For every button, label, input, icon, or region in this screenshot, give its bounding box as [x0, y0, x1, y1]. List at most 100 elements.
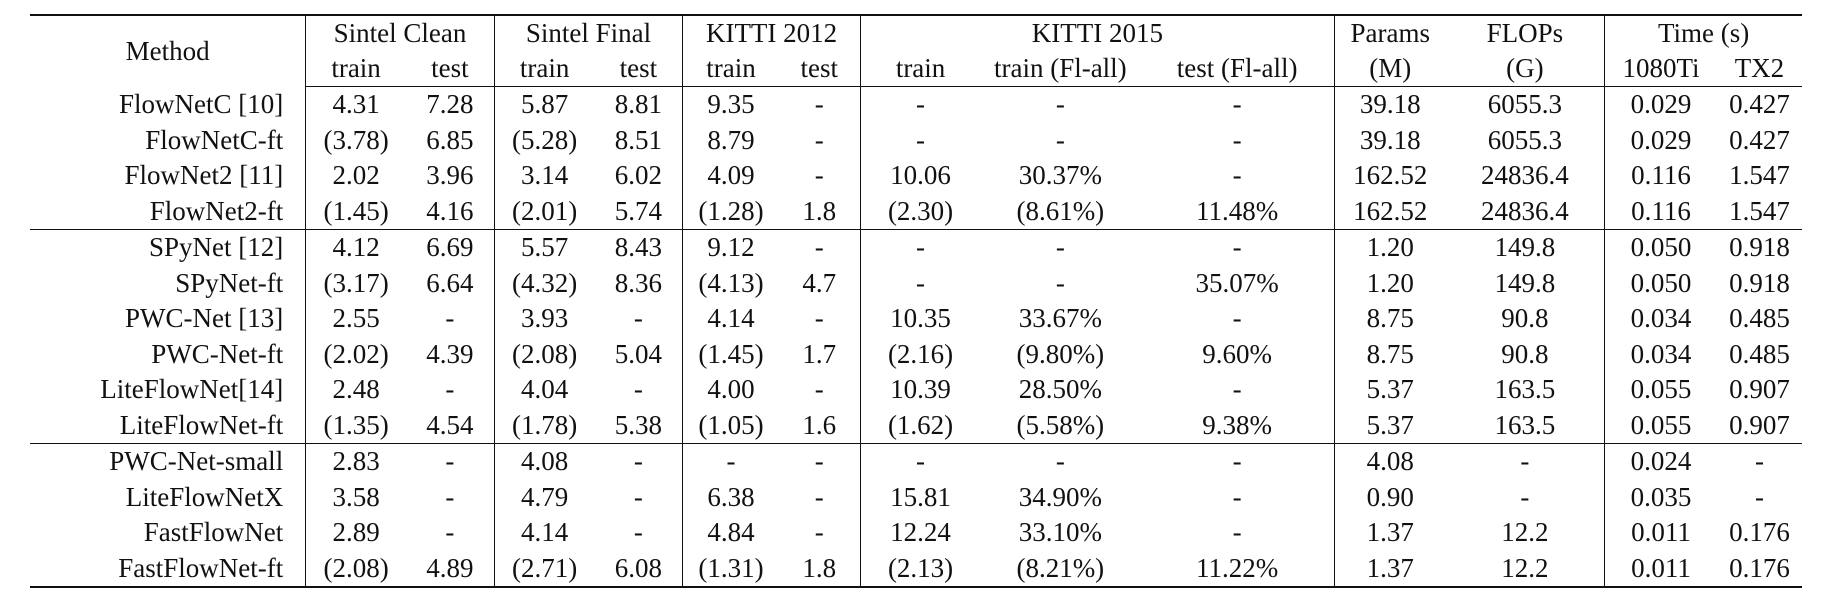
- kitti2015-train-cell: 10.35: [890, 303, 951, 334]
- kitti2012-test-cell: -: [778, 479, 861, 515]
- kitti2015-test-flall-cell: -: [1140, 229, 1335, 266]
- sintel-final-test-cell: 5.04: [594, 336, 684, 372]
- kitti2015-test-flall-cell: 11.22%: [1140, 550, 1335, 588]
- kitti2012-train-cell: (4.13): [698, 267, 764, 298]
- table-row: LiteFlowNet-ft (1.35) 4.54 (1.78) 5.38 (1.05)…: [30, 407, 1802, 444]
- time-tx2-cell: 0.918: [1729, 267, 1790, 298]
- kitti2015-test-flall-cell: 11.48%: [1140, 193, 1335, 230]
- header-row-subcolumns: train test train test train test train t…: [30, 51, 1802, 87]
- method-header: Method: [30, 14, 307, 87]
- flops-cell: 24836.4: [1445, 158, 1606, 194]
- kitti2015-train-flall-header: train (Fl-all): [980, 51, 1141, 87]
- time-1080ti-cell: 0.011: [1631, 517, 1691, 548]
- kitti2012-train-cell: 4.09: [707, 160, 755, 191]
- kitti2015-train-flall-cell: (5.58%): [1016, 409, 1105, 440]
- sintel-final-test-header: test: [594, 51, 684, 87]
- time-tx2-cell: 0.427: [1729, 89, 1790, 120]
- method-cell: LiteFlowNetX: [30, 479, 307, 515]
- time-tx2-cell: 0.176: [1716, 550, 1802, 588]
- kitti2012-train-cell: 4.00: [707, 374, 755, 405]
- table-row: FlowNet2-ft (1.45) 4.16 (2.01) 5.74 (1.28) 1.8…: [30, 193, 1802, 230]
- method-cell: FastFlowNet-ft: [30, 550, 307, 588]
- sintel-final-test-cell: 8.81: [594, 86, 684, 123]
- sintel-clean-train-cell: 2.02: [332, 160, 380, 191]
- sintel-clean-train-cell: 2.55: [332, 303, 380, 334]
- kitti2012-train-header: train: [682, 51, 779, 87]
- sintel-final-train-cell: (4.32): [511, 267, 578, 298]
- sintel-clean-test-cell: 7.28: [405, 86, 495, 123]
- flops-cell: 163.5: [1445, 407, 1606, 444]
- kitti2012-train-cell: (1.45): [698, 338, 764, 369]
- time-tx2-cell: -: [1716, 443, 1802, 480]
- params-cell: 1.37: [1334, 550, 1446, 588]
- kitti2012-test-cell: 4.7: [778, 265, 861, 301]
- sintel-final-header: Sintel Final: [494, 14, 684, 51]
- time-tx2-cell: -: [1754, 481, 1764, 512]
- time-1080ti-cell: 0.055: [1630, 374, 1692, 405]
- table-row: FlowNet2 [11] 2.02 3.96 3.14 6.02 4.09-10.06 3…: [30, 158, 1802, 194]
- kitti2015-train-flall-cell: 30.37%: [1018, 160, 1102, 191]
- method-cell: SPyNet-ft: [30, 265, 307, 301]
- flops-cell: -: [1445, 479, 1606, 515]
- sintel-final-test-cell: -: [594, 372, 684, 408]
- kitti2015-train-flall-cell: (8.61%): [1016, 195, 1105, 226]
- table-body: FlowNetC [10] 4.31 7.28 5.87 8.81 9.35- - - -39.…: [30, 86, 1802, 588]
- method-cell: LiteFlowNet[14]: [30, 372, 307, 408]
- sintel-final-train-cell: 4.14: [520, 517, 569, 548]
- kitti2012-train-cell: 4.84: [707, 517, 755, 548]
- kitti2015-test-flall-cell: -: [1140, 158, 1335, 194]
- method-cell: SPyNet [12]: [30, 229, 307, 266]
- sintel-clean-test-cell: -: [405, 515, 495, 551]
- method-cell: FlowNet2-ft: [30, 193, 307, 230]
- sintel-final-test-cell: 6.08: [594, 550, 684, 588]
- params-cell: 1.37: [1366, 517, 1414, 548]
- kitti2015-test-flall-cell: -: [1140, 301, 1335, 337]
- table-row: SPyNet-ft (3.17) 6.64 (4.32) 8.36 (4.13) 4.7 - -…: [30, 265, 1802, 301]
- params-cell: 8.75: [1366, 303, 1414, 334]
- sintel-final-train-cell: (2.01): [511, 195, 578, 226]
- method-cell: FlowNet2 [11]: [30, 158, 307, 194]
- table-row: FlowNetC-ft (3.78) 6.85 (5.28) 8.51 8.79- - - -3…: [30, 122, 1802, 158]
- sintel-clean-test-cell: -: [405, 443, 495, 480]
- results-table: Method Sintel Clean Sintel Final KITTI 2…: [30, 14, 1802, 588]
- kitti2015-train-flall-cell: (8.21%): [980, 550, 1141, 588]
- params-cell: 8.75: [1366, 338, 1414, 369]
- kitti2012-train-cell: 8.79: [707, 124, 755, 155]
- results-table-container: Method Sintel Clean Sintel Final KITTI 2…: [30, 14, 1802, 588]
- kitti2015-test-flall-cell: -: [1140, 479, 1335, 515]
- params-cell: 1.20: [1334, 229, 1446, 266]
- kitti2012-test-cell: 1.8: [778, 550, 861, 588]
- time-1080ti-cell: 0.116: [1631, 160, 1691, 191]
- kitti2012-test-cell: -: [778, 229, 861, 266]
- sintel-clean-test-cell: 6.69: [405, 229, 495, 266]
- params-cell: 39.18: [1359, 124, 1421, 155]
- kitti2015-train-cell: (1.62): [887, 409, 954, 440]
- time-1080ti-cell: 0.034: [1630, 338, 1692, 369]
- params-header: Params: [1334, 14, 1446, 51]
- kitti2015-train-flall-cell: -: [980, 229, 1141, 266]
- time-1080ti-header: 1080Ti: [1604, 51, 1717, 87]
- sintel-final-test-cell: 6.02: [594, 158, 684, 194]
- kitti2012-test-cell: -: [778, 372, 861, 408]
- kitti2012-header: KITTI 2012: [682, 14, 861, 51]
- sintel-final-train-cell: (1.78): [511, 409, 578, 440]
- sintel-clean-test-header: test: [405, 51, 495, 87]
- kitti2015-test-flall-cell: -: [1140, 443, 1335, 480]
- kitti2015-test-flall-cell: -: [1140, 122, 1335, 158]
- kitti2012-train-cell: 4.14: [707, 303, 755, 334]
- flops-cell: 163.5: [1445, 372, 1606, 408]
- sintel-clean-test-cell: 6.85: [405, 122, 495, 158]
- params-cell: 162.52: [1353, 195, 1428, 226]
- kitti2015-test-flall-cell: 35.07%: [1140, 265, 1335, 301]
- table-row: SPyNet [12] 4.12 6.69 5.57 8.43 9.12- - - -1.20 1…: [30, 229, 1802, 266]
- params-unit-header: (M): [1334, 51, 1446, 87]
- method-cell: FastFlowNet: [30, 515, 307, 551]
- table-row: FastFlowNet-ft (2.08) 4.89 (2.71) 6.08 (1.31)…: [30, 550, 1802, 588]
- sintel-clean-train-cell: (3.78): [323, 124, 389, 155]
- kitti2012-test-cell: 1.7: [778, 336, 861, 372]
- kitti2012-test-cell: -: [778, 443, 861, 480]
- method-cell: FlowNetC-ft: [30, 122, 307, 158]
- time-tx2-cell: 1.547: [1729, 195, 1790, 226]
- params-cell: 39.18: [1359, 89, 1421, 120]
- kitti2015-train-flall-cell: -: [1055, 124, 1065, 155]
